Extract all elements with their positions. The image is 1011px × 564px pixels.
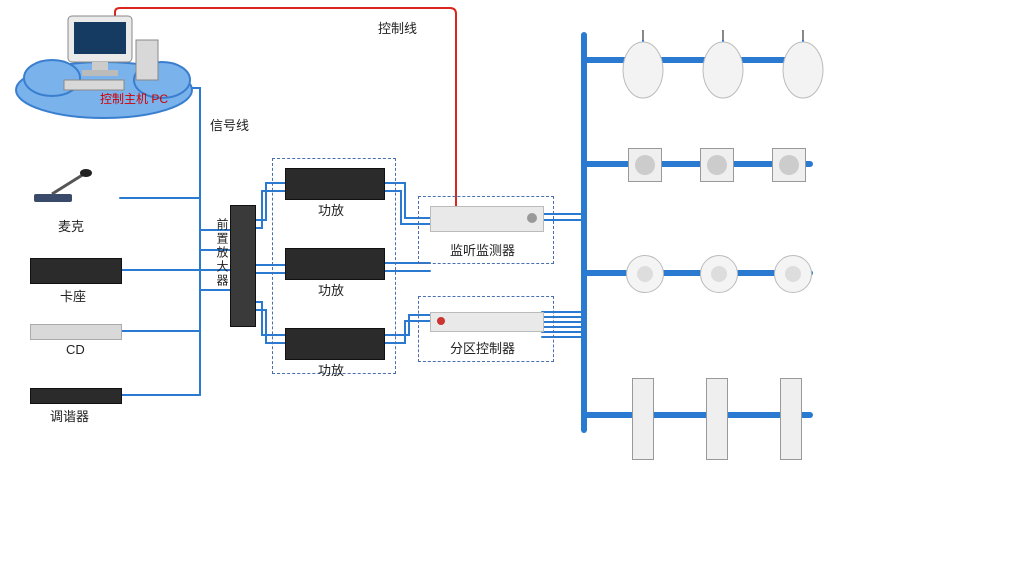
pc-label: 控制主机 PC (100, 90, 168, 107)
amp-1-label: 功放 (318, 200, 344, 219)
preamp-device (230, 205, 256, 327)
zone-controller-device (430, 312, 544, 332)
zone-label: 分区控制器 (450, 338, 515, 357)
pendant-speaker-2 (700, 30, 746, 102)
column-speaker-1 (632, 378, 654, 460)
cloud-icon (12, 10, 197, 125)
amp-1 (285, 168, 385, 200)
amp-2 (285, 248, 385, 280)
amp-3-label: 功放 (318, 360, 344, 379)
amp-2-label: 功放 (318, 280, 344, 299)
cd-device (30, 324, 122, 340)
control-line-label: 控制线 (378, 18, 417, 37)
monitor-label: 监听监测器 (450, 240, 515, 259)
ceiling-speaker-3 (774, 255, 812, 293)
tuner-label: 调谐器 (50, 406, 89, 425)
pendant-speaker-3 (780, 30, 826, 102)
wall-speaker-1 (628, 148, 662, 182)
wall-speaker-3 (772, 148, 806, 182)
tuner-device (30, 388, 122, 404)
deck-device (30, 258, 122, 284)
deck-label: 卡座 (60, 286, 86, 305)
ceiling-speaker-2 (700, 255, 738, 293)
mic-label: 麦克 (58, 216, 84, 235)
amp-3 (285, 328, 385, 360)
pendant-speaker-1 (620, 30, 666, 102)
column-speaker-3 (780, 378, 802, 460)
monitor-device (430, 206, 544, 232)
microphone-icon (30, 168, 120, 206)
preamp-label: 前置放大器 (214, 218, 231, 288)
wall-speaker-2 (700, 148, 734, 182)
pc-cloud: 控制主机 PC (12, 10, 197, 125)
column-speaker-2 (706, 378, 728, 460)
ceiling-speaker-1 (626, 255, 664, 293)
signal-line-label: 信号线 (210, 115, 249, 134)
mic-device (30, 168, 120, 206)
cd-label: CD (66, 342, 85, 357)
